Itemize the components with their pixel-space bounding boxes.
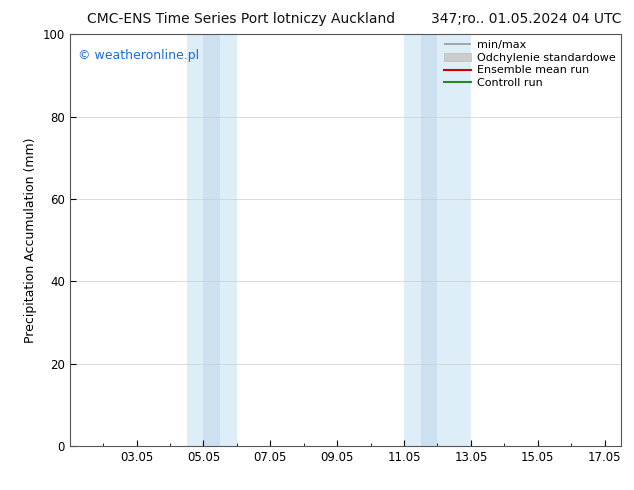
Bar xyxy=(404,34,421,446)
Bar xyxy=(204,34,220,446)
Y-axis label: Precipitation Accumulation (mm): Precipitation Accumulation (mm) xyxy=(24,137,37,343)
Bar xyxy=(187,34,204,446)
Legend: min/max, Odchylenie standardowe, Ensemble mean run, Controll run: min/max, Odchylenie standardowe, Ensembl… xyxy=(444,40,616,88)
Bar xyxy=(220,34,237,446)
Bar xyxy=(437,34,471,446)
Text: CMC-ENS Time Series Port lotniczy Auckland: CMC-ENS Time Series Port lotniczy Auckla… xyxy=(87,12,395,26)
Bar xyxy=(421,34,437,446)
Text: 347;ro.. 01.05.2024 04 UTC: 347;ro.. 01.05.2024 04 UTC xyxy=(431,12,621,26)
Text: © weatheronline.pl: © weatheronline.pl xyxy=(78,49,199,62)
